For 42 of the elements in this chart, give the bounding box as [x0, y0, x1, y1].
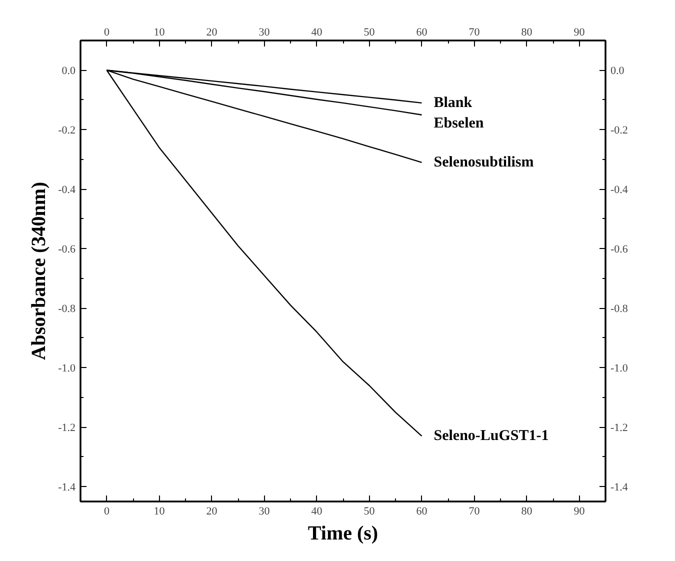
x-tick-label: 40	[311, 26, 323, 38]
x-axis-title: Time (s)	[308, 522, 378, 544]
y-tick-label: -0.8	[58, 303, 76, 316]
x2-tick-label: 90	[574, 506, 586, 518]
x2-tick-label: 50	[364, 506, 376, 518]
y-tick-label: -0.6	[58, 244, 76, 256]
x2-tick-label: 0	[104, 506, 110, 518]
x-tick-label: 10	[154, 26, 166, 38]
x-tick-label: 20	[206, 26, 218, 38]
y-tick-label: -1.0	[58, 362, 76, 375]
series-label: Seleno-LuGST1-1	[434, 428, 549, 444]
series-label: Selenosubtilism	[434, 154, 534, 170]
y2-tick-label: -0.6	[610, 244, 628, 256]
x2-tick-label: 40	[311, 506, 323, 518]
x2-tick-label: 10	[154, 506, 166, 518]
y-axis-title: Absorbance (340nm)	[28, 182, 50, 360]
y2-tick-label: -1.0	[610, 362, 628, 375]
x-tick-label: 70	[468, 26, 480, 38]
y-tick-label: -0.2	[58, 124, 76, 137]
x2-tick-label: 70	[468, 506, 480, 518]
y2-tick-label: -0.2	[610, 124, 628, 137]
x2-tick-label: 20	[206, 506, 218, 518]
y2-tick-label: 0.0	[610, 65, 625, 78]
y-tick-label: 0.0	[62, 65, 76, 78]
y2-tick-label: -1.4	[610, 482, 628, 494]
x-tick-label: 90	[574, 26, 586, 38]
y-tick-label: -1.2	[58, 422, 76, 434]
x-tick-label: 30	[258, 26, 270, 38]
series-label: Blank	[434, 94, 473, 111]
x-tick-label: 60	[416, 26, 428, 38]
y2-tick-label: -0.8	[610, 303, 628, 316]
y-tick-label: -0.4	[58, 184, 76, 196]
y2-tick-label: -0.4	[610, 184, 628, 196]
x-tick-label: 50	[364, 26, 376, 38]
x-tick-label: 0	[104, 26, 110, 38]
x2-tick-label: 80	[521, 506, 533, 518]
x2-tick-label: 30	[258, 506, 270, 518]
y2-tick-label: -1.2	[610, 422, 628, 434]
y-tick-label: -1.4	[58, 482, 76, 494]
x2-tick-label: 60	[416, 506, 428, 518]
series-label: Ebselen	[434, 116, 484, 132]
x-tick-label: 80	[521, 26, 533, 38]
